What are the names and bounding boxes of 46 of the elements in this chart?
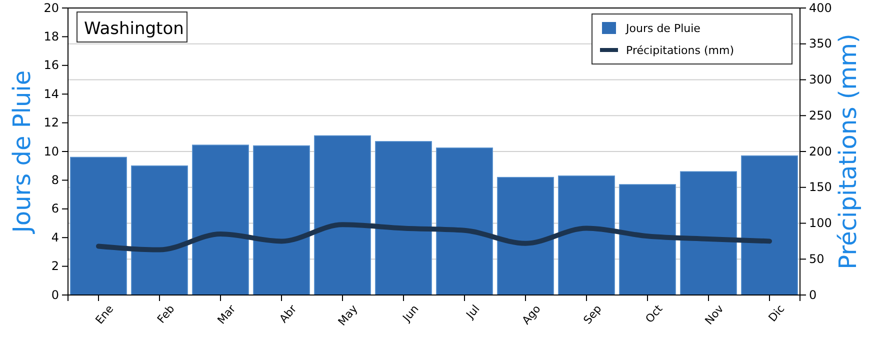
y-tick-label: 10 [44, 144, 59, 158]
y-tick-label: 16 [44, 58, 59, 72]
y-tick-label: 2 [51, 259, 59, 274]
y2-tick-label: 50 [809, 252, 824, 266]
x-tick-label: Sep [580, 302, 604, 327]
x-tick-label: Abr [277, 302, 300, 326]
y2-tick-label: 0 [809, 288, 817, 302]
bar [741, 155, 798, 296]
y2-tick-label: 100 [809, 216, 832, 230]
x-tick-label: Dic [766, 302, 788, 324]
y-tick-label: 6 [51, 202, 59, 216]
y2-tick-label: 300 [809, 72, 832, 87]
x-tick-label: Jun [400, 302, 422, 325]
x-tick-label: Ene [92, 302, 116, 327]
y2-tick-label: 150 [809, 180, 832, 194]
y-tick-label: 14 [44, 86, 59, 101]
x-tick-label: Feb [154, 302, 178, 326]
y-axis-title: Jours de Pluie [8, 70, 36, 235]
y-tick-label: 8 [51, 173, 59, 188]
bar [70, 156, 127, 296]
bar [619, 184, 676, 296]
bar [558, 175, 615, 296]
bar [436, 148, 493, 296]
y2-tick-label: 200 [809, 144, 832, 158]
text: Washington [84, 19, 184, 39]
x-tick-label: Oct [643, 302, 666, 326]
y2-tick-label: 350 [809, 36, 832, 51]
y2-tick-label: 400 [809, 0, 832, 15]
x-tick-label: Ago [520, 302, 544, 328]
y-tick-label: 18 [44, 30, 59, 44]
bar [314, 135, 371, 296]
y2-tick-label: 250 [809, 108, 832, 122]
bar [375, 141, 432, 296]
x-tick-label: Jul [463, 302, 482, 322]
bar [192, 144, 249, 296]
y-tick-label: 0 [51, 288, 59, 302]
bar [680, 171, 737, 296]
y2-axis-title: Précipitations (mm) [834, 34, 862, 270]
bar [131, 165, 188, 296]
y-tick-label: 12 [44, 116, 59, 130]
y-tick-label: 4 [51, 230, 59, 244]
legend-label: Précipitations (mm) [626, 44, 734, 57]
legend-label: Jours de Pluie [625, 22, 701, 35]
bar [253, 145, 310, 296]
bar [497, 176, 554, 296]
y-tick-label: 20 [44, 0, 59, 15]
